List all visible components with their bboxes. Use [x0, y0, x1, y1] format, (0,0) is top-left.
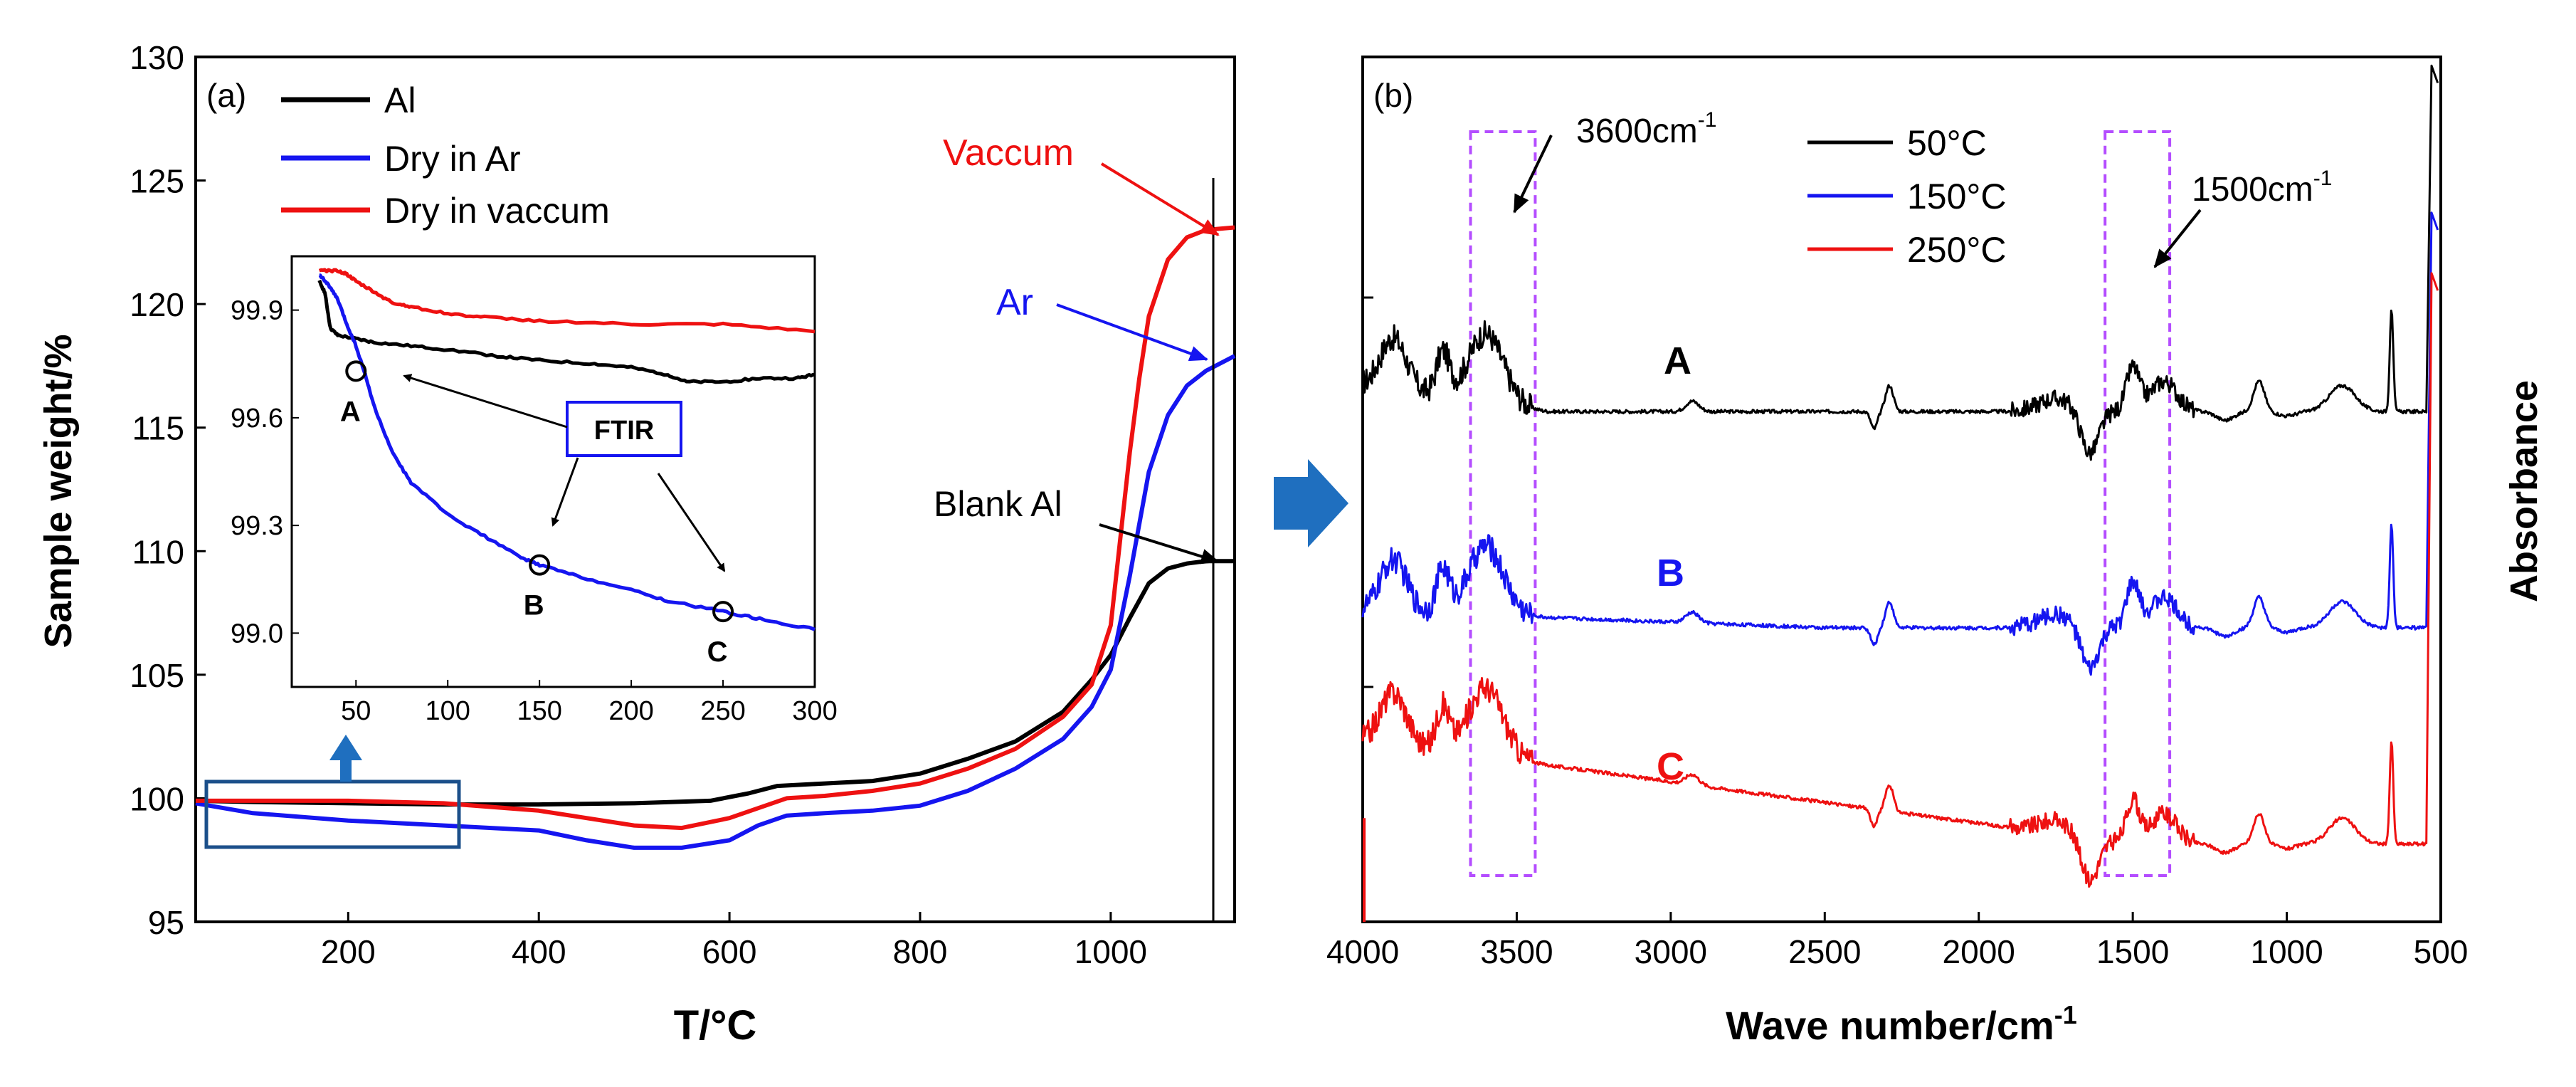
annotation-1500: 1500cm-1 [2192, 167, 2332, 209]
legend-label-150c: 150°C [1907, 177, 2007, 216]
panel-b-series-group [1361, 64, 2439, 922]
panel-b-ftir-chart: 4000 3500 3000 2500 2000 1500 1000 500 (b) 50°C… [1326, 56, 2545, 1048]
inset-y-tick-label: 99.9 [231, 296, 283, 326]
sample-point-marker [712, 601, 734, 623]
curve-label-b: B [1657, 552, 1684, 594]
panel-b-label: (b) [1373, 77, 1413, 114]
ftir-arrow-c [657, 473, 726, 572]
panel-a-plot-frame [194, 56, 1236, 923]
inset-points-group: A B C [340, 360, 734, 668]
annotation-ar: Ar [996, 282, 1033, 323]
zoom-region-box [204, 779, 461, 849]
ftir-callout-label: FTIR [594, 416, 654, 446]
x-tick-label: 800 [893, 933, 948, 970]
inset-axes: 99.0 99.3 99.6 99.9 50 100 150 200 250 300 [231, 296, 838, 726]
y-tick-label: 110 [132, 533, 184, 570]
inset-series-line-vac [318, 268, 815, 334]
sample-point-label: A [340, 396, 361, 427]
right-arrow-icon [1274, 459, 1348, 547]
y-tick-label: 125 [130, 163, 184, 200]
spectrum-line-al [1361, 64, 2439, 461]
annotation-1500-arrow [2153, 209, 2202, 268]
inset-series-line-ar [318, 273, 815, 631]
panel-a-y-axis: 95 100 105 110 115 120 125 130 [130, 39, 206, 941]
legend-label-ar: Dry in Ar [384, 139, 521, 179]
panel-a-x-title: T/°C [674, 1002, 757, 1049]
inset-x-tick-label: 250 [700, 696, 745, 726]
inset-frame [290, 255, 816, 688]
panel-a-tga-chart: 95 100 105 110 115 120 125 130 200 400 600 800 1000… [37, 39, 1236, 1049]
annotation-blank-al-arrow [1099, 523, 1220, 564]
x-tick-label: 3000 [1635, 933, 1707, 970]
y-tick-label: 95 [148, 904, 184, 941]
highlight-band [2103, 130, 2172, 877]
x-tick-label: 600 [702, 933, 757, 970]
panel-a-x-axis: 200 400 600 800 1000 [321, 912, 1147, 970]
sample-point-marker [345, 360, 367, 382]
sample-point-marker [529, 554, 551, 576]
annotation-ar-arrow [1056, 303, 1208, 362]
series-line-al [195, 559, 1235, 807]
y-tick-label: 100 [130, 780, 184, 817]
legend-label-al: Al [384, 80, 416, 120]
inset-y-tick-label: 99.3 [231, 511, 283, 541]
panel-b-x-title: Wave number/cm-1 [1726, 1000, 2077, 1048]
sample-point-label: C [707, 636, 728, 668]
panel-a-legend: Al Dry in Ar Dry in vaccum [281, 80, 610, 231]
highlight-band [1469, 130, 1537, 877]
x-tick-label: 1000 [1075, 933, 1147, 970]
legend-label-250c: 250°C [1907, 230, 2007, 270]
curve-label-a: A [1664, 340, 1691, 382]
x-tick-label: 2500 [1788, 933, 1861, 970]
annotation-3600-arrow [1513, 135, 1553, 214]
inset-series-group [317, 268, 815, 631]
annotation-vaccum: Vaccum [943, 132, 1074, 174]
x-tick-label: 400 [512, 933, 566, 970]
ftir-arrow-b [551, 457, 579, 527]
panel-b-legend: 50°C 150°C 250°C [1807, 123, 2007, 270]
y-tick-label: 120 [130, 286, 184, 323]
inset-x-tick-label: 300 [792, 696, 837, 726]
x-tick-label: 1000 [2250, 933, 2323, 970]
annotation-blank-al: Blank Al [934, 484, 1062, 524]
x-tick-label: 500 [2414, 933, 2469, 970]
inset-x-tick-label: 100 [426, 696, 470, 726]
inset-x-tick-label: 150 [517, 696, 561, 726]
panel-b-x-axis: 4000 3500 3000 2500 2000 1500 1000 500 [1326, 912, 2469, 970]
sample-point-label: B [524, 590, 544, 621]
inset-series-line-al [317, 279, 815, 384]
y-tick-label: 115 [132, 410, 184, 447]
x-tick-label: 1500 [2096, 933, 2169, 970]
curve-label-c: C [1657, 745, 1684, 788]
annotation-3600: 3600cm-1 [1576, 108, 1716, 150]
spectrum-line-vac [1361, 272, 2439, 888]
spectrum-line-ar [1361, 211, 2439, 676]
x-tick-label: 4000 [1326, 933, 1399, 970]
panel-b-plot-frame [1361, 56, 2442, 923]
ftir-callout-box [566, 401, 682, 457]
inset-y-tick-label: 99.0 [231, 619, 283, 648]
panel-b-y-title: Absorbance [2503, 380, 2545, 602]
inset-x-tick-label: 200 [608, 696, 653, 726]
y-tick-label: 105 [130, 657, 184, 694]
inset-y-tick-label: 99.6 [231, 404, 283, 434]
panel-a-label: (a) [206, 77, 246, 114]
legend-label-vac: Dry in vaccum [384, 191, 610, 231]
series-line-ar [195, 354, 1236, 850]
panel-a-y-title: Sample weight/% [37, 334, 80, 648]
x-tick-label: 200 [321, 933, 376, 970]
x-tick-label: 3500 [1480, 933, 1553, 970]
ftir-arrow-a [403, 374, 568, 429]
inset-x-tick-label: 50 [341, 696, 371, 726]
x-tick-label: 2000 [1943, 933, 2015, 970]
y-tick-label: 130 [130, 39, 184, 76]
inset-chart: 99.0 99.3 99.6 99.9 50 100 150 200 250 300 A B C FT… [231, 255, 838, 726]
panel-b-highlight-bands [1469, 130, 2172, 877]
legend-label-50c: 50°C [1907, 123, 1987, 163]
annotation-vaccum-arrow [1100, 162, 1220, 236]
zoom-pointer-arrow [329, 735, 362, 782]
